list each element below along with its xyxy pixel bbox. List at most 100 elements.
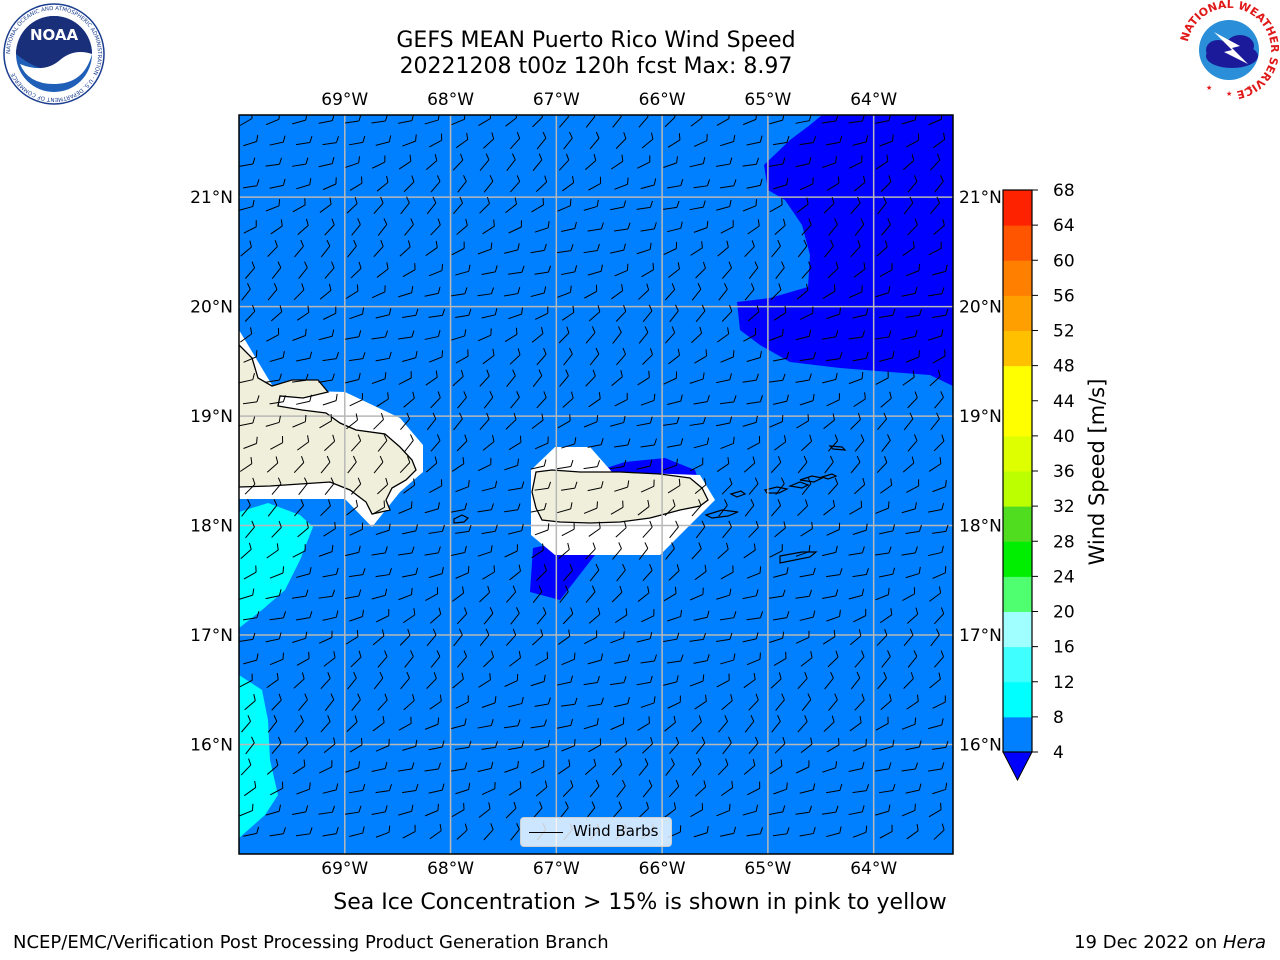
wind-barb (584, 153, 597, 171)
wind-barb (451, 802, 465, 818)
wind-barb (744, 240, 755, 257)
colorbar-tick-label: 60 (1053, 251, 1075, 271)
wind-barb (906, 479, 920, 493)
wind-barb (296, 567, 312, 578)
wind-barb (933, 607, 945, 625)
wind-barb (797, 715, 808, 733)
colorbar-tick-label: 68 (1053, 181, 1075, 201)
lat-tick-label-right: 17°N (959, 626, 1002, 646)
wind-barb (691, 758, 702, 776)
wind-barb (399, 456, 411, 474)
wind-barb (640, 222, 657, 232)
wind-barb (398, 716, 412, 731)
wind-barb (506, 369, 516, 387)
wind-barb (902, 370, 915, 386)
wind-barb (397, 546, 415, 556)
wind-barb (345, 805, 362, 815)
wind-barb (373, 671, 384, 690)
wind-barb (906, 823, 919, 840)
wind-barb (901, 115, 917, 125)
wind-barb (615, 737, 628, 753)
wind-barb (610, 717, 625, 731)
colorbar-title: Wind Speed [m/s] (1085, 378, 1109, 566)
colorbar-tick-label: 56 (1053, 286, 1075, 306)
wind-barb (770, 672, 782, 689)
wind-barb (584, 758, 597, 776)
wind-barb (557, 718, 574, 729)
wind-barb (584, 630, 598, 645)
wind-barb (483, 650, 494, 668)
wind-barb (689, 416, 706, 426)
wind-barb (428, 783, 445, 794)
wind-barb (822, 372, 838, 384)
wind-barb (747, 305, 760, 322)
wind-barb (375, 568, 392, 578)
wind-barb (371, 330, 389, 340)
wind-barb (398, 371, 412, 385)
wind-barb (875, 587, 890, 601)
wind-barb (561, 305, 575, 321)
wind-barbs-layer (239, 115, 949, 841)
wind-barb (928, 241, 942, 256)
wind-barb (801, 261, 812, 279)
wind-barb (746, 135, 763, 146)
colorbar-tick-label: 48 (1053, 357, 1075, 377)
wind-barb (876, 628, 888, 646)
wind-barb (795, 329, 812, 341)
island-mona (453, 514, 470, 524)
wind-barb (294, 715, 304, 733)
wind-barb (774, 435, 787, 451)
wind-barb (318, 805, 336, 815)
wind-barb (773, 351, 790, 362)
wind-barb (718, 283, 728, 301)
wind-barb (742, 373, 759, 383)
wind-barb (610, 631, 625, 644)
wind-barb (742, 804, 759, 816)
wind-barb (742, 199, 758, 212)
wind-barb (239, 199, 255, 211)
wind-barb (853, 477, 866, 495)
wind-barb (270, 305, 283, 322)
wind-barb (854, 650, 865, 668)
wind-barb (345, 545, 361, 557)
wind-barb (642, 563, 653, 582)
wind-barb (270, 781, 284, 796)
wind-barb (689, 632, 707, 642)
wind-barb (799, 783, 816, 794)
wind-barb (563, 131, 573, 150)
wind-barb (376, 392, 389, 408)
wind-barb (746, 350, 762, 363)
wind-barb (455, 349, 469, 364)
wind-barb (477, 503, 494, 513)
wind-barb (482, 565, 496, 580)
wind-barb (323, 306, 337, 320)
wind-barb (425, 240, 438, 257)
wind-barb (691, 542, 702, 560)
wind-barb (800, 737, 813, 754)
wind-barb (663, 156, 678, 168)
wind-barb (457, 391, 467, 409)
lon-tick-label-top: 69°W (321, 90, 368, 110)
colorbar-under-arrow (1002, 751, 1033, 782)
wind-barb (667, 654, 684, 664)
colorbar-tick-label: 44 (1053, 392, 1075, 412)
wind-barb (483, 132, 495, 149)
wind-barb (532, 369, 543, 388)
wind-barb (456, 132, 469, 149)
wind-barb (424, 546, 441, 556)
wind-barb (398, 330, 415, 340)
wind-barb (455, 740, 472, 750)
wind-barb (928, 718, 944, 730)
wind-barb (928, 502, 945, 513)
wind-barb (428, 263, 444, 277)
wind-barb (531, 543, 544, 559)
lon-tick-label-bottom: 67°W (533, 859, 580, 879)
credit-host: Hera (1222, 932, 1266, 953)
wind-barb (875, 804, 891, 816)
wind-barb (239, 373, 255, 384)
wind-barb (371, 805, 388, 816)
wind-barb (716, 157, 733, 167)
wind-barb (769, 115, 785, 125)
wind-barb (932, 264, 948, 276)
wind-barb (404, 650, 414, 668)
